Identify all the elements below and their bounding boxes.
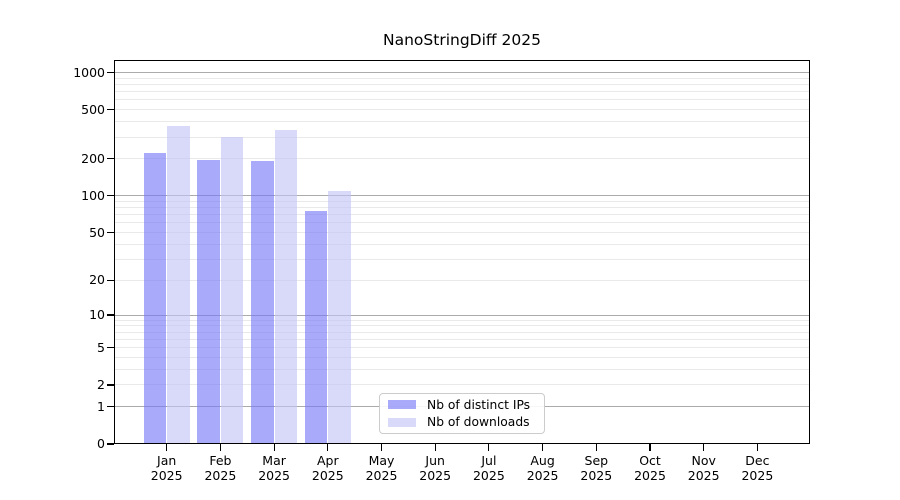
x-tick <box>756 444 758 451</box>
y-tick <box>107 384 114 386</box>
bar-downloads-apr <box>328 190 351 444</box>
minor-gridline <box>114 136 810 138</box>
bar-downloads-jan <box>167 125 190 444</box>
legend-swatch-distinct-ips <box>388 400 416 410</box>
bar-distinct-ips-mar <box>251 160 274 444</box>
x-tick-label: Jul 2025 <box>472 453 505 483</box>
y-tick-label: 1 <box>97 398 105 414</box>
legend: Nb of distinct IPs Nb of downloads <box>379 393 545 434</box>
bar-distinct-ips-apr <box>304 211 328 444</box>
x-tick-label: Dec 2025 <box>741 453 774 483</box>
bar-distinct-ips-feb <box>197 159 220 444</box>
x-tick-label: Nov 2025 <box>687 453 720 483</box>
x-tick-label: Oct 2025 <box>634 453 666 483</box>
minor-gridline <box>114 91 810 93</box>
x-tick <box>649 444 651 451</box>
y-tick <box>107 279 114 281</box>
legend-label-downloads: Nb of downloads <box>427 415 530 430</box>
x-tick-label: Apr 2025 <box>311 453 344 483</box>
bar-downloads-feb <box>220 136 244 444</box>
y-tick-label: 10 <box>89 307 105 323</box>
y-tick-label: 50 <box>89 224 105 240</box>
bar-distinct-ips-jan <box>143 152 167 444</box>
legend-swatch-downloads <box>388 417 416 427</box>
y-tick <box>107 109 114 111</box>
y-tick-label: 100 <box>81 187 105 203</box>
y-tick-label: 200 <box>81 150 105 166</box>
y-tick-label: 500 <box>81 101 105 117</box>
y-tick-label: 1000 <box>73 64 105 80</box>
y-tick <box>107 195 114 197</box>
legend-label-distinct-ips: Nb of distinct IPs <box>427 397 531 412</box>
bar-downloads-mar <box>274 130 298 444</box>
x-tick <box>380 444 383 451</box>
x-tick-label: Jan 2025 <box>150 453 183 483</box>
y-tick <box>107 314 114 316</box>
y-tick <box>107 443 114 445</box>
y-tick-label: 2 <box>97 376 105 392</box>
major-gridline <box>114 72 810 73</box>
y-tick <box>107 406 114 408</box>
x-tick-label: Aug 2025 <box>526 453 559 483</box>
x-tick <box>166 444 168 451</box>
y-tick-label: 0 <box>97 436 105 451</box>
chart-title: NanoStringDiff 2025 <box>383 31 541 49</box>
x-tick-label: Mar 2025 <box>258 453 290 483</box>
y-tick <box>107 231 114 234</box>
minor-gridline <box>114 99 810 101</box>
x-tick <box>488 444 490 451</box>
y-tick <box>107 347 114 349</box>
x-tick-label: Jun 2025 <box>419 453 452 483</box>
x-tick <box>595 444 597 451</box>
x-tick <box>327 444 329 451</box>
legend-item-downloads: Nb of downloads <box>388 414 536 432</box>
x-tick-label: May 2025 <box>365 453 398 483</box>
y-tick <box>107 71 114 74</box>
x-tick <box>434 444 436 451</box>
x-tick <box>542 444 544 451</box>
x-tick <box>703 444 705 451</box>
x-tick <box>273 444 275 451</box>
x-tick-label: Sep 2025 <box>580 453 613 483</box>
legend-item-distinct-ips: Nb of distinct IPs <box>388 396 536 414</box>
minor-gridline <box>114 77 810 79</box>
minor-gridline <box>114 83 810 85</box>
minor-gridline <box>114 109 810 111</box>
minor-gridline <box>114 121 810 123</box>
y-tick-label: 20 <box>89 272 105 288</box>
y-tick <box>107 158 114 160</box>
y-tick-label: 5 <box>97 339 105 355</box>
x-tick-label: Feb 2025 <box>204 453 237 483</box>
x-tick <box>219 444 221 451</box>
